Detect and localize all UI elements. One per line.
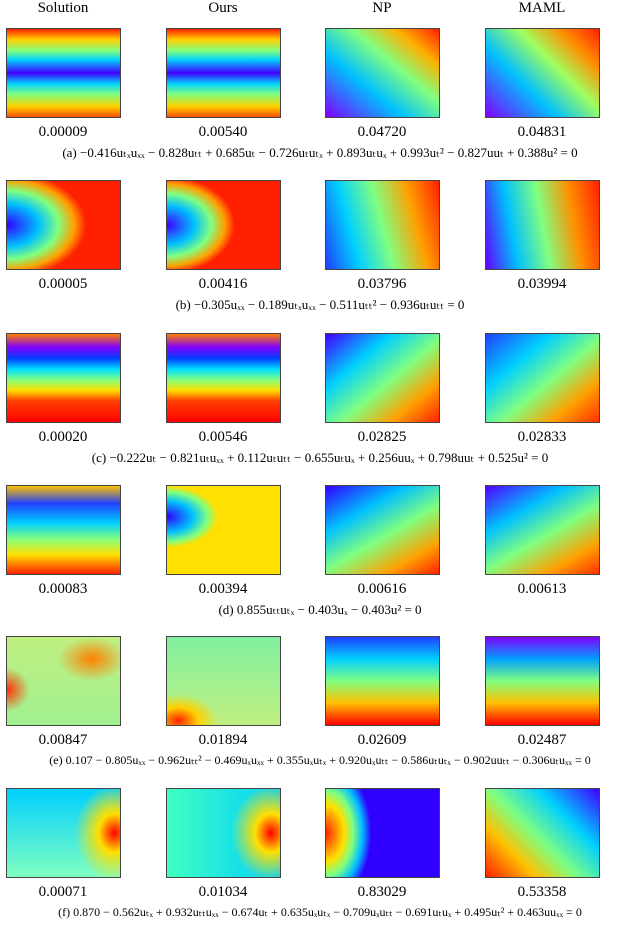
error-value: 0.02609: [357, 732, 407, 748]
error-value: 0.02833: [517, 429, 567, 445]
error-value: 0.03994: [517, 276, 567, 292]
heatmap: [6, 788, 121, 878]
heatmap: [166, 333, 281, 423]
error-value: 0.02825: [357, 429, 407, 445]
error-value: 0.00394: [198, 581, 248, 597]
heatmap: [485, 636, 600, 726]
heatmap: [166, 180, 281, 270]
error-value: 0.04831: [517, 124, 567, 140]
heatmap: [325, 180, 440, 270]
error-value: 0.00005: [38, 276, 88, 292]
heatmap: [325, 28, 440, 118]
error-value: 0.00416: [198, 276, 248, 292]
error-value: 0.04720: [357, 124, 407, 140]
heatmap: [166, 788, 281, 878]
heatmap: [485, 180, 600, 270]
error-value: 0.03796: [357, 276, 407, 292]
error-value: 0.00546: [198, 429, 248, 445]
heatmap: [166, 485, 281, 575]
heatmap: [6, 28, 121, 118]
caption: (d) 0.855uₜₜuₜₓ − 0.403uₓ − 0.403u² = 0: [218, 602, 422, 617]
heatmap: [485, 485, 600, 575]
column-header: Ours: [208, 0, 238, 16]
error-value: 0.00009: [38, 124, 88, 140]
error-value: 0.00083: [38, 581, 88, 597]
caption: (f) 0.870 − 0.562uₜₓ + 0.932uₜₜuₓₓ − 0.6…: [58, 905, 582, 919]
error-value: 0.00613: [517, 581, 567, 597]
heatmap: [6, 180, 121, 270]
column-header: MAML: [518, 0, 566, 16]
error-value: 0.00847: [38, 732, 88, 748]
heatmap: [325, 788, 440, 878]
column-header: NP: [372, 0, 392, 16]
error-value: 0.00020: [38, 429, 88, 445]
error-value: 0.01894: [198, 732, 248, 748]
error-value: 0.01034: [198, 884, 248, 900]
heatmap: [325, 333, 440, 423]
heatmap: [166, 28, 281, 118]
caption: (e) 0.107 − 0.805uₓₓ − 0.962uₜₜ² − 0.469…: [49, 753, 591, 767]
error-value: 0.00540: [198, 124, 248, 140]
heatmap: [6, 636, 121, 726]
heatmap: [325, 636, 440, 726]
heatmap: [485, 788, 600, 878]
heatmap: [325, 485, 440, 575]
heatmap: [485, 28, 600, 118]
error-value: 0.00071: [38, 884, 88, 900]
heatmap: [485, 333, 600, 423]
heatmap: [166, 636, 281, 726]
error-value: 0.02487: [517, 732, 567, 748]
error-value: 0.83029: [357, 884, 407, 900]
heatmap: [6, 333, 121, 423]
error-value: 0.53358: [517, 884, 567, 900]
heatmap: [6, 485, 121, 575]
caption: (b) −0.305uₓₓ − 0.189uₜₓuₓₓ − 0.511uₜₜ² …: [175, 297, 465, 312]
caption: (a) −0.416uₜₓuₓₓ − 0.828uₜₜ + 0.685uₜ − …: [62, 145, 578, 160]
error-value: 0.00616: [357, 581, 407, 597]
column-header: Solution: [37, 0, 89, 16]
caption: (c) −0.222uₜ − 0.821uₜuₓₓ + 0.112uₜuₜₜ −…: [91, 450, 549, 465]
